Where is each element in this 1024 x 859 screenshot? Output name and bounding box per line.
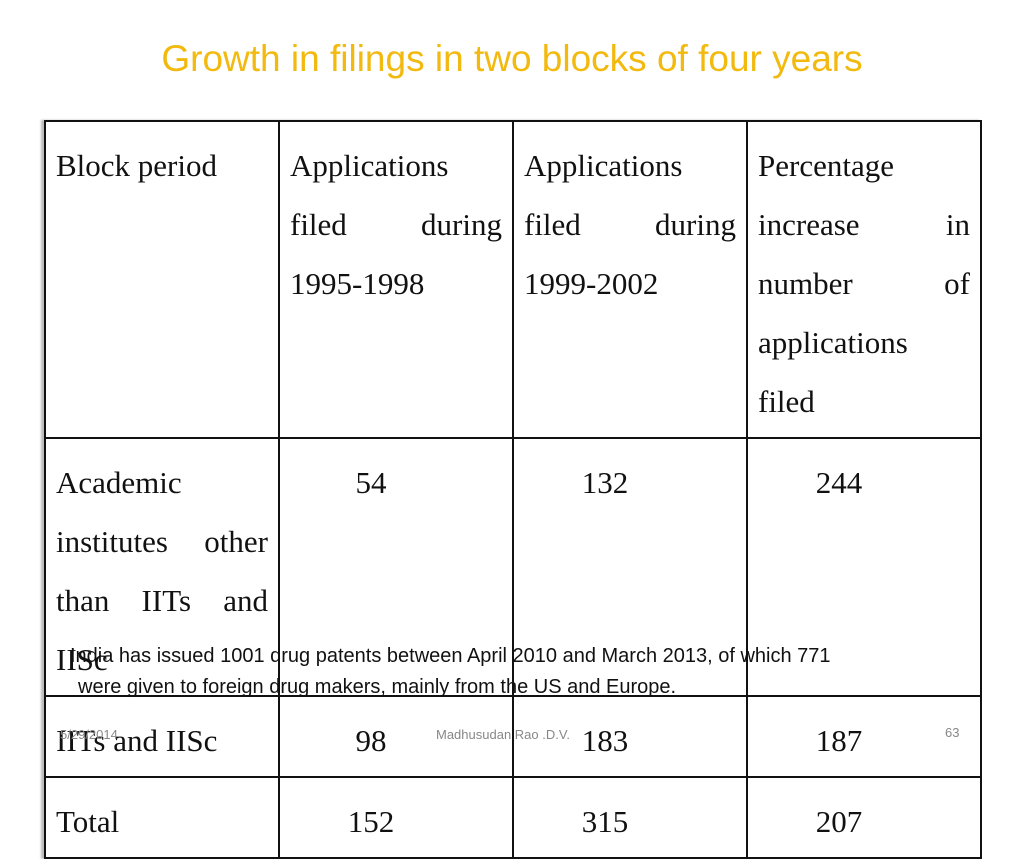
header-row: Block period Applications filed during 19… — [44, 120, 982, 439]
table-cell: 152 — [278, 776, 514, 859]
slide: Growth in filings in two blocks of four … — [44, 38, 982, 859]
page-number: 63 — [945, 725, 960, 740]
table-cell: 207 — [746, 776, 982, 859]
note-line: were given to foreign drug makers, mainl… — [78, 676, 677, 698]
table-cell: 244 — [746, 437, 982, 697]
table-cell: 132 — [512, 437, 748, 697]
header-cell: Percentage increase in number of applica… — [746, 120, 982, 439]
footer-date: 5/29/2014 — [60, 727, 118, 742]
slide-title: Growth in filings in two blocks of four … — [161, 38, 863, 79]
row-label: Total — [44, 776, 280, 859]
table-row: IITs and IISc 98 183 187 — [44, 695, 982, 778]
header-cell: Applications filed during 1999-2002 — [512, 120, 748, 439]
table-cell: 98 — [278, 695, 514, 778]
row-label: Academic institutes other than IITs and … — [44, 437, 280, 697]
footer-author: Madhusudan Rao .D.V. — [436, 727, 570, 742]
header-cell: Applications filed during 1995-1998 — [278, 120, 514, 439]
table-cell: 315 — [512, 776, 748, 859]
header-cell: Block period — [44, 120, 280, 439]
note-line: India has issued 1001 drug patents betwe… — [70, 645, 831, 667]
table-row: Academic institutes other than IITs and … — [44, 437, 982, 697]
row-label: IITs and IISc — [44, 695, 280, 778]
data-table: Block period Applications filed during 19… — [44, 120, 982, 859]
table-cell: 54 — [278, 437, 514, 697]
table-body: Block period Applications filed during 19… — [44, 120, 982, 859]
table-row: Total 152 315 207 — [44, 776, 982, 859]
